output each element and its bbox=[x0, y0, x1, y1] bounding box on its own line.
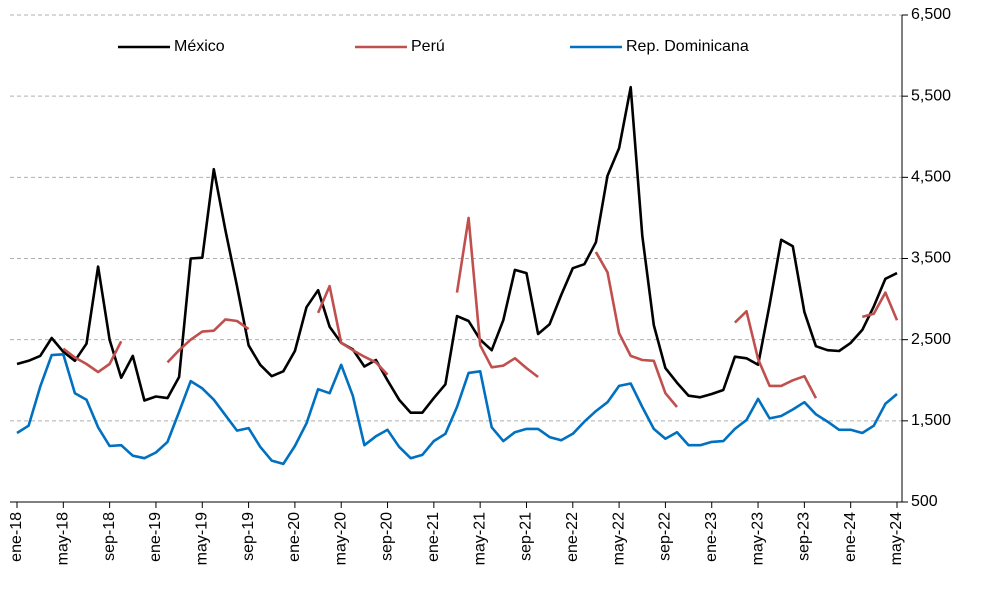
x-tick-label: sep-21 bbox=[518, 512, 535, 561]
x-tick-label: ene-24 bbox=[842, 512, 859, 562]
series-line bbox=[16, 85, 898, 414]
y-tick-label: 4,500 bbox=[911, 169, 951, 186]
x-tick-label: sep-20 bbox=[379, 512, 396, 561]
x-tick-label: may-19 bbox=[193, 512, 210, 565]
y-tick-label: 1,500 bbox=[911, 412, 951, 429]
x-tick-label: may-18 bbox=[55, 512, 72, 565]
x-tick-label: may-21 bbox=[471, 512, 488, 565]
x-tick-label: may-20 bbox=[332, 512, 349, 565]
legend-label: Perú bbox=[411, 38, 445, 55]
x-tick-label: ene-19 bbox=[147, 512, 164, 562]
x-tick-label: sep-23 bbox=[796, 512, 813, 561]
x-tick-label: ene-23 bbox=[703, 512, 720, 562]
y-tick-label: 3,500 bbox=[911, 250, 951, 267]
legend-label: Rep. Dominicana bbox=[626, 38, 749, 55]
x-tick-label: ene-21 bbox=[425, 512, 442, 562]
series-line bbox=[16, 353, 898, 466]
x-tick-label: sep-18 bbox=[101, 512, 118, 561]
series-line bbox=[62, 216, 899, 408]
x-tick-label: ene-18 bbox=[8, 512, 25, 562]
x-tick-label: sep-19 bbox=[240, 512, 257, 561]
x-tick-label: ene-22 bbox=[564, 512, 581, 562]
y-tick-label: 6,500 bbox=[911, 6, 951, 23]
x-tick-label: may-24 bbox=[888, 512, 905, 565]
x-tick-label: ene-20 bbox=[286, 512, 303, 562]
legend-label: México bbox=[174, 38, 225, 55]
y-tick-label: 5,500 bbox=[911, 87, 951, 104]
y-tick-label: 500 bbox=[911, 493, 938, 510]
x-tick-label: may-22 bbox=[610, 512, 627, 565]
x-tick-label: may-23 bbox=[749, 512, 766, 565]
x-tick-label: sep-22 bbox=[657, 512, 674, 561]
y-tick-label: 2,500 bbox=[911, 331, 951, 348]
